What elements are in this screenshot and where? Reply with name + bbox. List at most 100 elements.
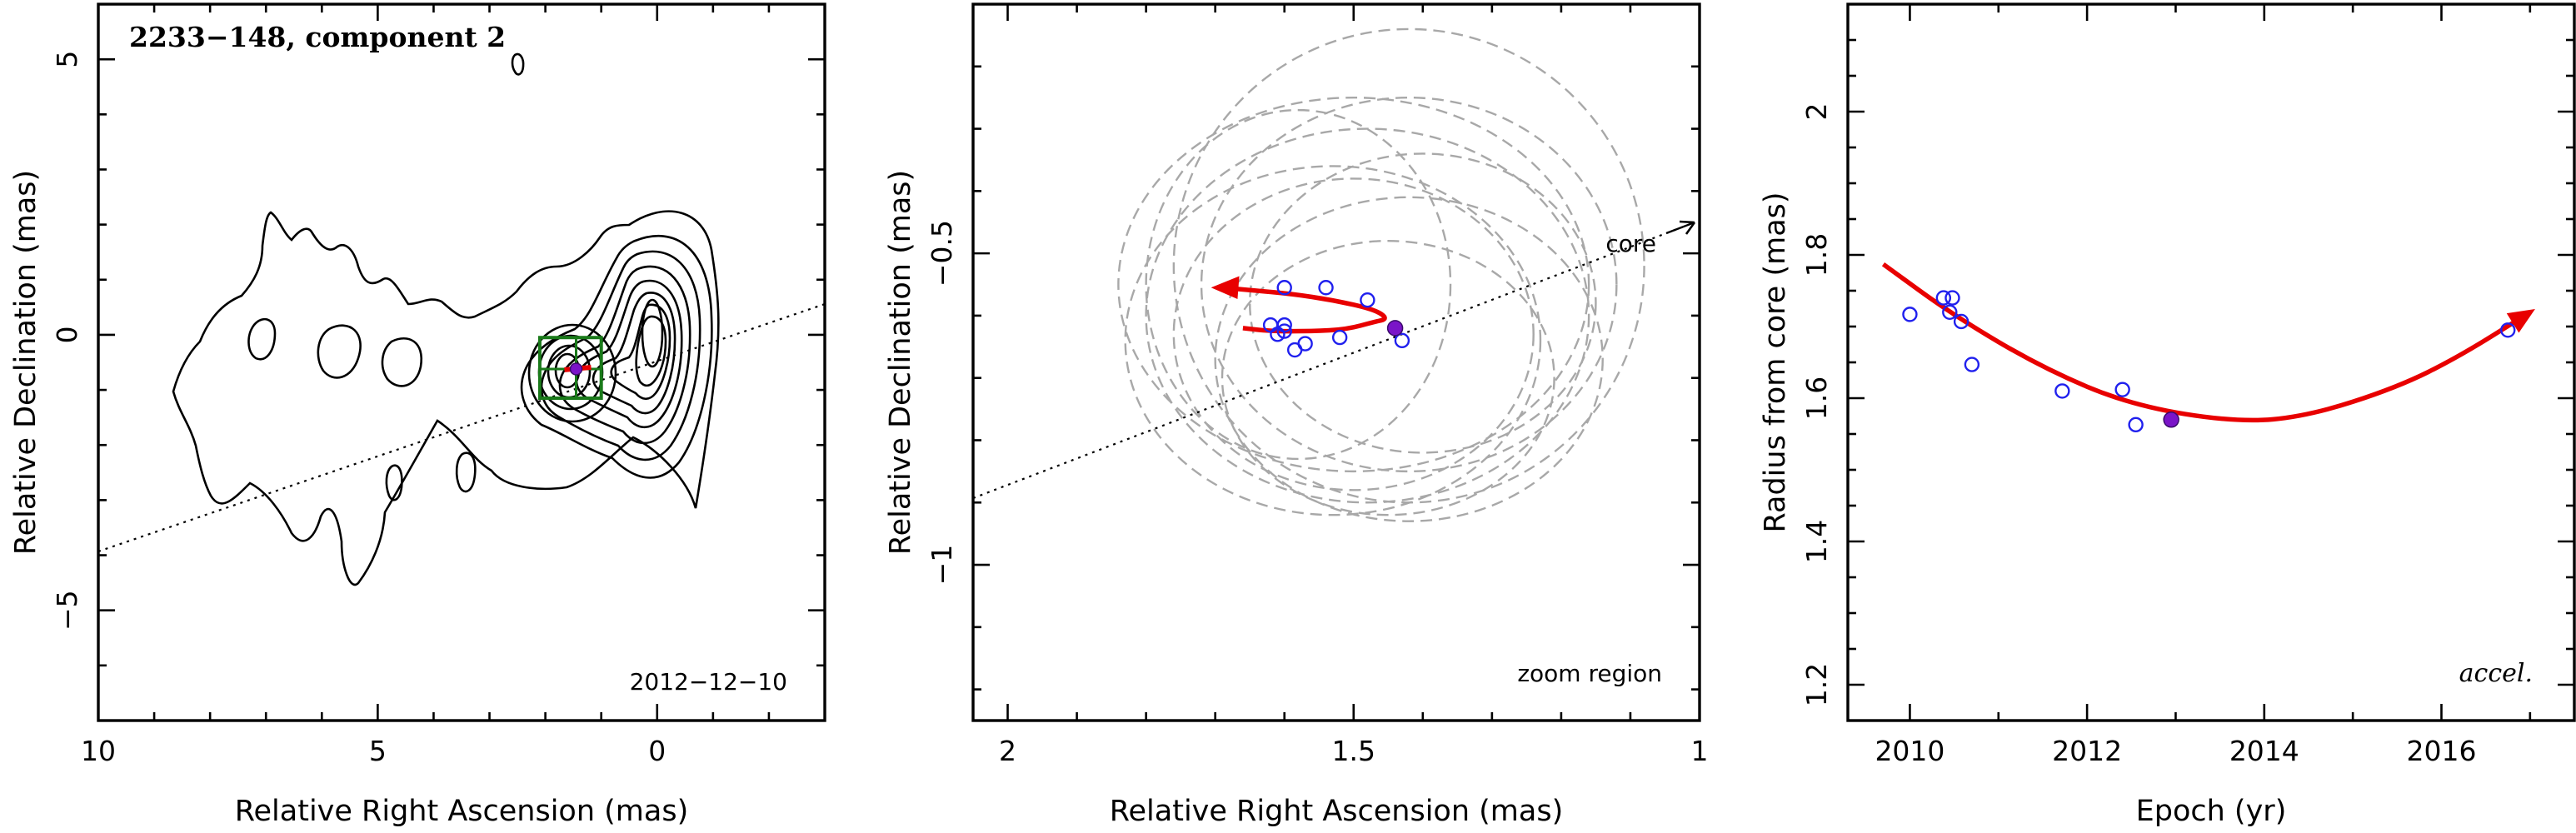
contour-core-peak bbox=[641, 298, 664, 368]
panel-c-reference-epoch-point bbox=[2163, 412, 2179, 428]
panel-b-note: zoom region bbox=[1517, 660, 1662, 687]
panel-b-ylabel: Relative Declination (mas) bbox=[884, 170, 917, 555]
panel-c-xtick-label: 2012 bbox=[2052, 735, 2122, 767]
panel-c-track-arrowhead bbox=[2506, 308, 2535, 333]
panel-a-ridge-line bbox=[97, 302, 826, 553]
panel-a-xtick-label: 0 bbox=[648, 735, 666, 767]
contour-blob-north bbox=[511, 52, 525, 76]
panel-a: 10 5 0 5 0 −5 2233−148, component 2 2012−12−1… bbox=[9, 2, 826, 828]
panel-b-error-ellipses bbox=[1117, 27, 1645, 522]
panel-b-observation-point bbox=[1331, 329, 1348, 346]
panel-b-fitted-curve bbox=[1221, 285, 1387, 334]
panel-a-xlabel: Relative Right Ascension (mas) bbox=[235, 795, 688, 828]
panel-c-xtick-label: 2016 bbox=[2406, 735, 2476, 767]
panel-b-xtick-label: 1 bbox=[1691, 735, 1709, 767]
panel-c-observation-point bbox=[1942, 304, 1958, 320]
panel-c-observation-point bbox=[1953, 313, 1969, 330]
panel-b-ytick-label: −0.5 bbox=[926, 220, 958, 287]
panel-b-ytick-label: −1 bbox=[926, 545, 958, 586]
error-ellipse bbox=[1117, 96, 1590, 473]
panel-a-xtick-label: 5 bbox=[369, 735, 387, 767]
core-label: core bbox=[1605, 230, 1656, 257]
panel-b-fitted-track bbox=[1211, 276, 1387, 334]
contour-patch-west bbox=[247, 317, 277, 361]
panel-c-fitted-curve bbox=[1881, 262, 2532, 423]
panel-c-ytick-label: 1.4 bbox=[1800, 520, 1833, 563]
panel-c-ylabel: Radius from core (mas) bbox=[1759, 192, 1792, 532]
panel-b-xtick-label: 2 bbox=[999, 735, 1016, 767]
panel-c-axes: 2010 2012 2014 2016 1.2 1.4 1.6 1.8 2 bbox=[1800, 4, 2574, 767]
panel-c-observation-point bbox=[2500, 322, 2516, 338]
panel-a-ytick-label: 5 bbox=[51, 51, 83, 68]
panel-c-observations bbox=[1902, 290, 2516, 433]
panel-a-component-marker bbox=[569, 362, 583, 376]
panel-c-observation-point bbox=[2128, 416, 2144, 433]
error-ellipse bbox=[1172, 27, 1645, 504]
panel-c: 2010 2012 2014 2016 1.2 1.4 1.6 1.8 2 accel. Epo… bbox=[1759, 2, 2576, 828]
panel-c-observation-point bbox=[1935, 290, 1952, 306]
panel-b-observations bbox=[1262, 280, 1410, 358]
error-ellipse bbox=[1200, 96, 1618, 473]
panel-a-markers bbox=[564, 362, 592, 376]
panel-b-core-arrow: core bbox=[1605, 220, 1696, 257]
contour-patch-south-1 bbox=[385, 464, 403, 501]
panel-b-axes: 2 1.5 1 −0.5 −1 bbox=[926, 2, 1709, 767]
panel-c-ytick-label: 1.6 bbox=[1800, 377, 1833, 420]
contour-outer bbox=[172, 210, 720, 586]
panel-c-observation-point bbox=[2114, 382, 2130, 397]
contour-comp-1 bbox=[527, 323, 617, 423]
contour-core-2 bbox=[540, 250, 701, 461]
panel-b-observation-point bbox=[1318, 280, 1334, 296]
panel-a-axes: 10 5 0 5 0 −5 bbox=[51, 4, 825, 767]
panel-c-ytick-label: 1.2 bbox=[1800, 663, 1833, 706]
panel-b-observation-point bbox=[1276, 323, 1292, 339]
panel-b-observation-point bbox=[1297, 336, 1313, 352]
panel-a-contours bbox=[172, 52, 720, 586]
panel-b-frame bbox=[971, 2, 1701, 722]
panel-a-frame bbox=[97, 2, 826, 722]
panel-b: core 2 1.5 1 −0.5 −1 zoom region Relative Ri… bbox=[884, 2, 1709, 828]
panel-b-xlabel: Relative Right Ascension (mas) bbox=[1110, 795, 1563, 828]
panel-b-observation-point bbox=[1276, 317, 1292, 333]
contour-core-5 bbox=[592, 292, 676, 415]
contour-core-1 bbox=[520, 234, 713, 479]
panel-c-xtick-label: 2010 bbox=[1875, 735, 1944, 767]
panel-c-ytick-label: 2 bbox=[1800, 103, 1833, 121]
core-arrowhead bbox=[1679, 220, 1696, 235]
error-ellipse bbox=[1145, 127, 1590, 504]
panel-c-observation-point bbox=[1964, 357, 1980, 372]
contour-patch-center bbox=[317, 324, 362, 379]
error-ellipse bbox=[1172, 177, 1535, 491]
error-ellipse bbox=[1248, 152, 1597, 454]
panel-a-date: 2012−12−10 bbox=[630, 668, 787, 696]
core-arrow-line bbox=[1665, 221, 1695, 235]
panel-a-ylabel: Relative Declination (mas) bbox=[9, 170, 42, 555]
panel-c-observation-point bbox=[1902, 307, 1918, 322]
panel-c-frame bbox=[1846, 2, 2576, 722]
panel-c-fitted-track bbox=[1881, 262, 2535, 423]
panel-b-track-arrowhead bbox=[1211, 276, 1240, 299]
contour-patch-south-2 bbox=[455, 451, 477, 493]
panel-b-observation-point bbox=[1394, 332, 1410, 349]
panel-b-reference-epoch-point bbox=[1386, 320, 1404, 337]
panel-a-ytick-label: 0 bbox=[51, 326, 83, 343]
panel-b-observation-point bbox=[1276, 280, 1292, 296]
panel-a-xtick-label: 10 bbox=[81, 735, 116, 767]
panel-c-observation-point bbox=[2054, 383, 2070, 399]
error-ellipse bbox=[1221, 239, 1555, 516]
error-ellipse bbox=[1124, 165, 1542, 516]
panel-a-ytick-label: −5 bbox=[51, 590, 83, 631]
error-ellipse bbox=[1145, 108, 1452, 461]
panel-b-ridge-line bbox=[972, 221, 1695, 500]
contour-core-3 bbox=[558, 265, 691, 445]
panel-c-note: accel. bbox=[2459, 659, 2533, 688]
panel-c-xtick-label: 2014 bbox=[2229, 735, 2299, 767]
panel-c-observation-point bbox=[1944, 290, 1960, 306]
panel-b-xtick-label: 1.5 bbox=[1332, 735, 1375, 767]
panel-c-xlabel: Epoch (yr) bbox=[2136, 795, 2287, 828]
panel-a-title: 2233−148, component 2 bbox=[129, 21, 506, 53]
error-ellipse bbox=[1214, 196, 1604, 522]
panel-b-observation-point bbox=[1360, 292, 1375, 308]
contour-patch-mid bbox=[381, 337, 423, 387]
